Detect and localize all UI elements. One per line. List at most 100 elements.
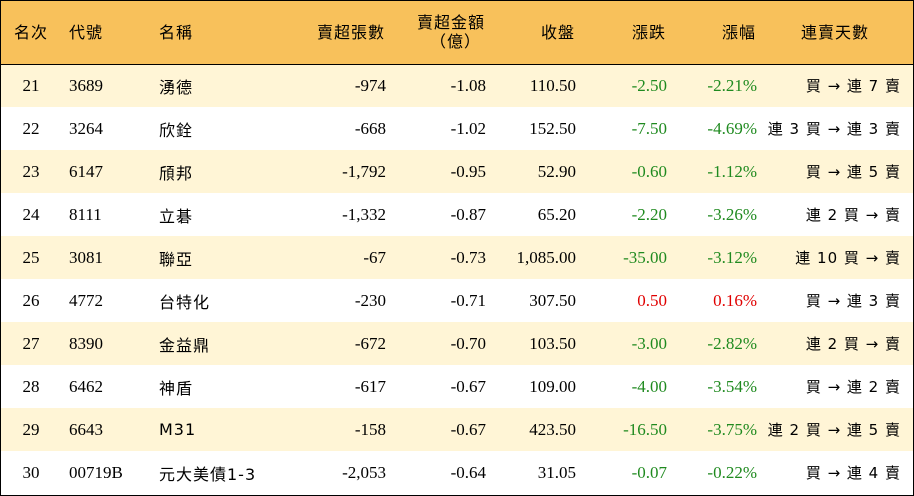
cell-code: 6462 xyxy=(69,376,103,396)
cell-rank: 23 xyxy=(22,161,40,181)
cell-name: 湧德 xyxy=(159,77,194,97)
header-rank: 名次 xyxy=(1,1,61,65)
cell-code: 4772 xyxy=(69,290,103,310)
cell-sell-amount: -1.02 xyxy=(450,118,486,138)
cell-code: 6147 xyxy=(69,161,103,181)
cell-code: 8390 xyxy=(69,333,103,353)
header-sell-amount-line1: 賣超金額 xyxy=(416,13,485,33)
cell-sell-amount: -1.08 xyxy=(450,75,486,95)
table-row: 29 6643 M31 -158 -0.67 423.50 -16.50 -3.… xyxy=(1,408,913,451)
cell-change-pct: 0.16% xyxy=(713,290,757,310)
cell-sell-volume: -158 xyxy=(354,419,386,439)
cell-name: 聯亞 xyxy=(159,249,194,269)
header-code: 代號 xyxy=(61,1,139,65)
cell-rank: 24 xyxy=(22,204,40,224)
cell-sell-volume: -1,792 xyxy=(342,161,386,181)
cell-sell-amount: -0.70 xyxy=(450,333,486,353)
table-row: 22 3264 欣銓 -668 -1.02 152.50 -7.50 -4.69… xyxy=(1,107,913,150)
cell-close: 1,085.00 xyxy=(516,247,577,267)
cell-rank: 29 xyxy=(22,419,40,439)
cell-code: 00719B xyxy=(69,462,123,482)
cell-close: 109.00 xyxy=(529,376,576,396)
cell-streak: 買 → 連 4 賣 xyxy=(805,464,901,482)
table-row: 24 8111 立碁 -1,332 -0.87 65.20 -2.20 -3.2… xyxy=(1,193,913,236)
table-body: 21 3689 湧德 -974 -1.08 110.50 -2.50 -2.21… xyxy=(1,64,913,494)
cell-sell-volume: -230 xyxy=(354,290,386,310)
cell-streak: 買 → 連 3 賣 xyxy=(805,292,901,310)
header-sell-amount-line2: （億） xyxy=(429,32,481,52)
cell-sell-volume: -668 xyxy=(354,118,386,138)
table-row: 25 3081 聯亞 -67 -0.73 1,085.00 -35.00 -3.… xyxy=(1,236,913,279)
cell-streak: 買 → 連 5 賣 xyxy=(805,163,901,181)
header-name: 名稱 xyxy=(139,1,276,65)
cell-sell-volume: -2,053 xyxy=(342,462,386,482)
cell-change: -3.00 xyxy=(631,333,667,353)
cell-code: 3264 xyxy=(69,118,103,138)
table-row: 23 6147 頎邦 -1,792 -0.95 52.90 -0.60 -1.1… xyxy=(1,150,913,193)
cell-change: -0.07 xyxy=(631,462,667,482)
header-change-pct: 漲幅 xyxy=(667,1,757,65)
table-row: 28 6462 神盾 -617 -0.67 109.00 -4.00 -3.54… xyxy=(1,365,913,408)
cell-name: 金益鼎 xyxy=(159,335,211,355)
cell-streak: 連 2 買 → 賣 xyxy=(805,335,901,353)
cell-change-pct: -1.12% xyxy=(707,161,757,181)
cell-change-pct: -2.82% xyxy=(707,333,757,353)
header-sell-volume: 賣超張數 xyxy=(276,1,386,65)
cell-streak: 買 → 連 2 賣 xyxy=(805,378,901,396)
cell-code: 3689 xyxy=(69,75,103,95)
cell-change-pct: -3.12% xyxy=(707,247,757,267)
cell-change-pct: -2.21% xyxy=(707,75,757,95)
cell-streak: 連 10 買 → 賣 xyxy=(795,249,901,267)
cell-sell-volume: -617 xyxy=(354,376,386,396)
cell-sell-amount: -0.67 xyxy=(450,376,486,396)
cell-close: 152.50 xyxy=(529,118,576,138)
header-sell-amount: 賣超金額 （億） xyxy=(386,1,486,65)
cell-change: -2.50 xyxy=(631,75,667,95)
cell-change: -2.20 xyxy=(631,204,667,224)
header-close: 收盤 xyxy=(486,1,576,65)
cell-rank: 30 xyxy=(22,462,40,482)
cell-change: -4.00 xyxy=(631,376,667,396)
cell-close: 307.50 xyxy=(529,290,576,310)
cell-name: 欣銓 xyxy=(159,120,194,140)
cell-close: 65.20 xyxy=(537,204,576,224)
cell-sell-amount: -0.73 xyxy=(450,247,486,267)
cell-sell-amount: -0.64 xyxy=(450,462,486,482)
cell-rank: 21 xyxy=(22,75,40,95)
cell-change: -7.50 xyxy=(631,118,667,138)
cell-change-pct: -4.69% xyxy=(707,118,757,138)
cell-streak: 連 2 買 → 賣 xyxy=(805,206,901,224)
table-row: 21 3689 湧德 -974 -1.08 110.50 -2.50 -2.21… xyxy=(1,64,913,107)
cell-sell-volume: -672 xyxy=(354,333,386,353)
cell-sell-amount: -0.87 xyxy=(450,204,486,224)
cell-change-pct: -3.75% xyxy=(707,419,757,439)
cell-rank: 25 xyxy=(22,247,40,267)
cell-code: 6643 xyxy=(69,419,103,439)
cell-close: 423.50 xyxy=(529,419,576,439)
cell-change: 0.50 xyxy=(637,290,667,310)
cell-streak: 買 → 連 7 賣 xyxy=(805,77,901,96)
header-streak: 連賣天數 xyxy=(757,1,913,65)
cell-name: 神盾 xyxy=(159,378,194,398)
cell-streak: 連 3 買 → 連 3 賣 xyxy=(767,120,901,138)
cell-sell-volume: -974 xyxy=(354,75,386,95)
cell-close: 31.05 xyxy=(537,462,576,482)
cell-rank: 26 xyxy=(22,290,40,310)
cell-sell-amount: -0.67 xyxy=(450,419,486,439)
table-row: 27 8390 金益鼎 -672 -0.70 103.50 -3.00 -2.8… xyxy=(1,322,913,365)
table-row: 30 00719B 元大美債1-3 -2,053 -0.64 31.05 -0.… xyxy=(1,451,913,494)
cell-change: -35.00 xyxy=(623,247,667,267)
cell-close: 110.50 xyxy=(529,75,576,95)
cell-rank: 27 xyxy=(22,333,40,353)
cell-change: -0.60 xyxy=(631,161,667,181)
cell-change-pct: -3.54% xyxy=(707,376,757,396)
cell-code: 3081 xyxy=(69,247,103,267)
table-header-row: 名次 代號 名稱 賣超張數 賣超金額 （億） 收盤 漲跌 漲幅 連賣天數 xyxy=(1,1,913,65)
cell-close: 103.50 xyxy=(529,333,576,353)
cell-sell-volume: -1,332 xyxy=(342,204,386,224)
cell-name: 台特化 xyxy=(159,292,211,312)
cell-name: 頎邦 xyxy=(159,163,194,183)
cell-name: 立碁 xyxy=(159,206,194,226)
